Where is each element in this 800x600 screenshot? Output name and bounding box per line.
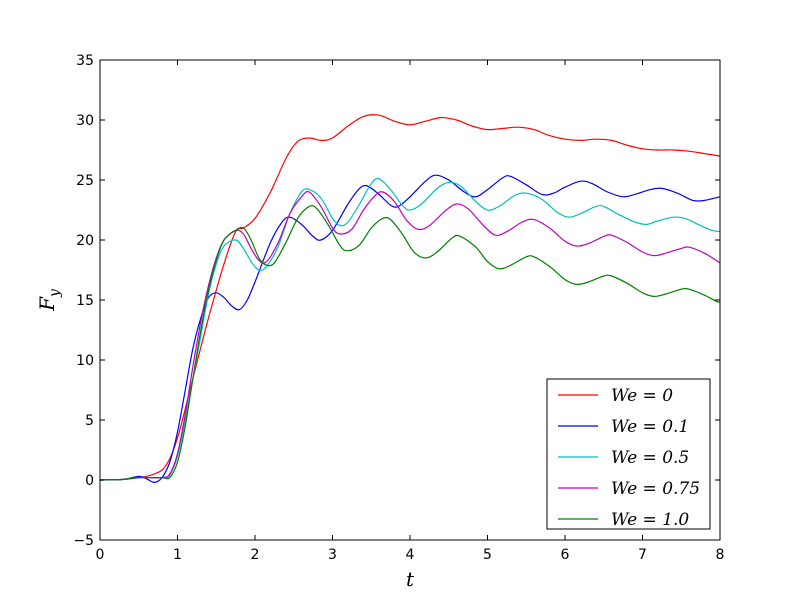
series-line-0 [99,114,721,481]
y-tick-label: 30 [76,113,94,129]
legend-label-3: We = 0.75 [611,479,700,499]
x-tick-label: 8 [716,547,725,563]
series-layer [99,114,721,483]
y-axis-label: Fy [35,288,63,312]
x-tick-label: 7 [638,547,647,563]
legend-label-4: We = 1.0 [611,510,689,530]
y-axis-label-main: F [35,296,59,312]
y-tick-label: 0 [85,473,94,489]
y-tick-label: 10 [76,353,94,369]
legend: We = 0 We = 0.1 We = 0.5 We = 0.75 We = 1.0 [546,378,711,530]
x-tick-label: 1 [173,547,182,563]
series-line-3 [99,190,721,481]
y-tick-label: 20 [76,233,94,249]
y-tick-label: 25 [76,173,94,189]
series-line-4 [99,205,721,481]
x-tick-label: 4 [406,547,415,563]
y-axis-label-subscript: y [47,288,63,298]
x-tick-label: 5 [483,547,492,563]
legend-label-0: We = 0 [611,386,673,406]
x-tick-label: 6 [561,547,570,563]
x-tick-label: 2 [251,547,260,563]
y-tick-label: 15 [76,293,94,309]
y-tick-label: 35 [76,53,94,69]
y-tick-label: −5 [73,533,94,549]
legend-label-2: We = 0.5 [611,448,689,468]
series-line-2 [99,177,721,481]
legend-frame [546,378,711,530]
x-tick-label: 0 [96,547,105,563]
x-axis-label: t [406,567,415,591]
y-tick-label: 5 [85,413,94,429]
x-tick-label: 3 [328,547,337,563]
series-line-1 [99,174,721,483]
legend-label-1: We = 0.1 [611,417,689,437]
